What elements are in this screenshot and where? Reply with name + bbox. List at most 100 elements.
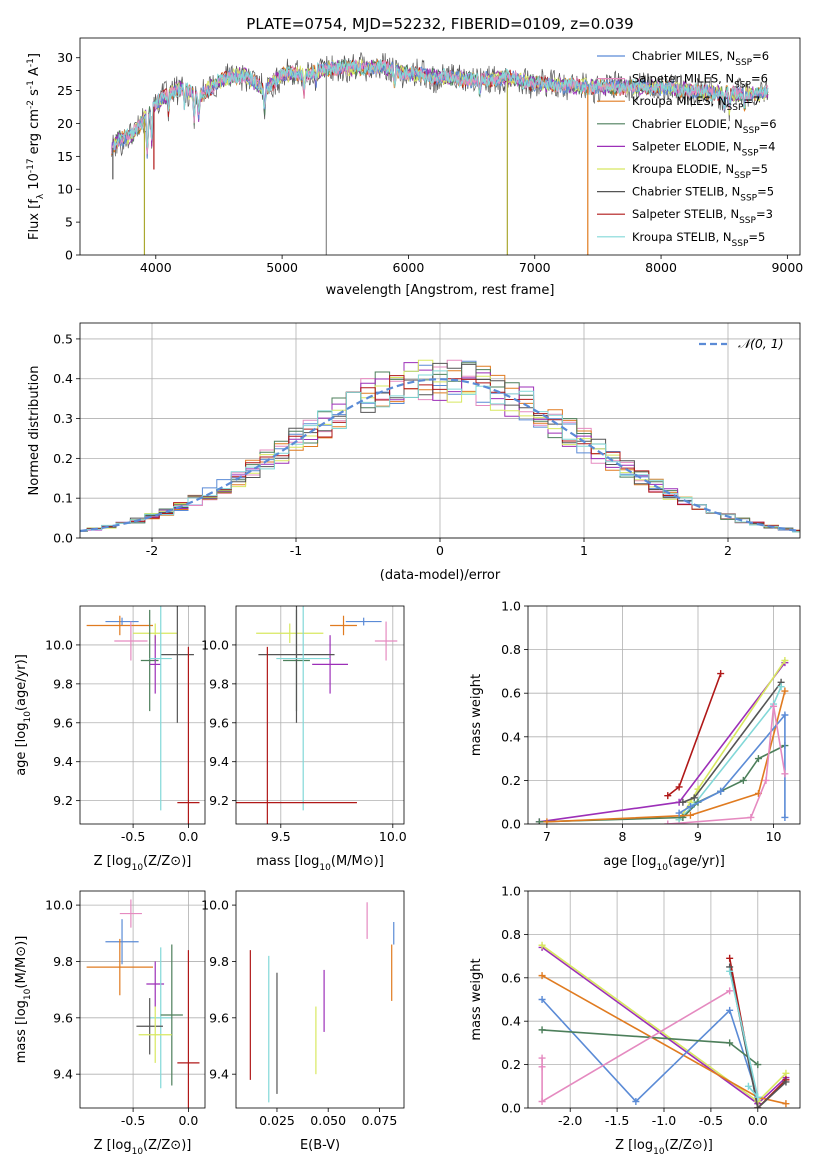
series-line xyxy=(538,941,790,1105)
x-tick-label: 9000 xyxy=(771,260,803,275)
data-point-marker xyxy=(781,687,789,695)
series-line xyxy=(538,987,734,1105)
data-point-marker xyxy=(726,1006,734,1014)
label-segment: mass [ xyxy=(256,854,299,869)
series-line xyxy=(664,670,725,800)
x-tick-label: 0.0 xyxy=(178,1113,198,1128)
label-segment: erg cm xyxy=(27,109,42,158)
data-point-marker xyxy=(679,798,687,806)
data-point-marker xyxy=(675,783,683,791)
plot-area xyxy=(80,359,800,533)
x-axis-label: E(B-V) xyxy=(300,1138,340,1153)
label-segment: 10 xyxy=(23,988,33,1000)
data-point-marker xyxy=(782,1069,790,1077)
legend-entry: Chabrier MILES, NSSP=6 xyxy=(632,49,769,68)
errorbar-point xyxy=(146,961,165,1007)
x-axis-label: Z [log10(Z/Z⊙)] xyxy=(94,1138,192,1157)
x-axis-label: age [log10(age/yr)] xyxy=(603,854,725,873)
data-point-marker xyxy=(781,770,789,778)
label-segment: 10 xyxy=(656,863,668,873)
data-point-marker xyxy=(762,776,770,784)
x-tick-label: 0.0 xyxy=(748,1113,768,1128)
x-axis-label: Z [log10(Z/Z⊙)] xyxy=(615,1138,713,1157)
data-point-marker xyxy=(538,1026,546,1034)
y-tick-label: 9.8 xyxy=(209,954,229,969)
x-tick-label: -1.0 xyxy=(652,1113,676,1128)
label-segment: mass weight xyxy=(469,674,484,756)
data-point-marker xyxy=(726,967,734,975)
y-tick-label: 9.8 xyxy=(53,676,73,691)
axes-frame xyxy=(235,605,405,825)
legend: 𝒩(0, 1) xyxy=(699,336,784,351)
errorbar-point xyxy=(345,617,382,626)
series-path xyxy=(728,971,759,1098)
label-segment: =7 xyxy=(743,94,760,108)
label-segment: log xyxy=(300,854,320,869)
data-point-marker xyxy=(538,1097,546,1105)
data-point-marker xyxy=(744,1082,752,1090)
legend-entry: Kroupa ELODIE, NSSP=5 xyxy=(632,162,768,181)
y-tick-label: 10.0 xyxy=(45,898,73,913)
label-segment: log xyxy=(112,1138,132,1153)
data-point-marker xyxy=(754,1093,762,1101)
errorbar-point xyxy=(105,919,139,965)
errorbar-point xyxy=(149,947,172,1089)
y-axis-label: mass [log10(M/M⊙)] xyxy=(14,936,33,1064)
errorbar-point xyxy=(276,606,331,811)
y-tick-label: 25 xyxy=(57,83,73,98)
y-tick-label: 9.6 xyxy=(209,1010,229,1025)
y-tick-label: 9.8 xyxy=(209,676,229,691)
label-segment: SSP xyxy=(739,216,756,226)
x-tick-label: 9.5 xyxy=(271,829,291,844)
y-tick-label: 0.4 xyxy=(501,1014,521,1029)
y-tick-label: 0.2 xyxy=(501,1057,521,1072)
data-point-marker xyxy=(747,813,755,821)
label-segment: =4 xyxy=(759,139,776,153)
x-tick-label: -2.0 xyxy=(558,1113,582,1128)
y-tick-label: 9.8 xyxy=(53,954,73,969)
label-segment: wavelength [Angstrom, rest frame] xyxy=(326,283,555,298)
label-segment: Chabrier STELIB, N xyxy=(632,185,740,199)
data-point-marker xyxy=(717,670,725,678)
label-segment: Kroupa ELODIE, N xyxy=(632,162,734,176)
legend-entry: Chabrier STELIB, NSSP=5 xyxy=(632,185,774,204)
y-tick-label: 9.2 xyxy=(209,793,229,808)
y-tick-label: 9.2 xyxy=(53,793,73,808)
series-line xyxy=(538,996,762,1105)
label-segment: -17 xyxy=(26,158,36,173)
label-segment: Z [ xyxy=(615,1138,633,1153)
series-path xyxy=(678,686,782,821)
label-segment: -1 xyxy=(26,58,36,67)
x-tick-label: 0.050 xyxy=(310,1113,346,1128)
errorbar-point xyxy=(149,635,161,694)
x-tick-label: 9 xyxy=(694,829,702,844)
axes-frame xyxy=(527,605,801,825)
label-segment: s xyxy=(27,89,42,100)
label-segment: =3 xyxy=(756,207,773,221)
x-tick-label: -0.5 xyxy=(121,829,145,844)
data-point-marker xyxy=(726,1039,734,1047)
y-tick-label: 0.1 xyxy=(53,491,73,506)
series-line xyxy=(538,1026,762,1069)
errorbar-point xyxy=(177,646,200,824)
label-segment: age [ xyxy=(14,742,29,775)
x-axis-label: (data-model)/error xyxy=(380,568,501,583)
x-tick-label: 6000 xyxy=(393,260,425,275)
label-segment: log xyxy=(14,723,29,743)
series-line xyxy=(535,742,789,824)
label-segment: (Z/Z⊙)] xyxy=(665,1138,713,1153)
x-tick-label: 0.075 xyxy=(362,1113,398,1128)
label-segment: Z [ xyxy=(94,854,112,869)
errorbar-point xyxy=(256,623,324,643)
label-segment: -2 xyxy=(26,100,36,109)
data-point-marker xyxy=(770,702,778,710)
data-point-marker xyxy=(754,755,762,763)
x-tick-label: -1 xyxy=(290,543,302,558)
data-point-marker xyxy=(538,996,546,1003)
data-point-marker xyxy=(717,787,725,795)
y-tick-label: 20 xyxy=(57,116,73,131)
legend-entry: Salpeter ELODIE, NSSP=4 xyxy=(632,139,775,158)
chart-age-vs-mass: 9.5 10.0 9.2 9.4 9.6 9.8 10.0 mass [log10(M/M⊙)… xyxy=(201,605,407,873)
data-point-marker xyxy=(538,1063,546,1071)
